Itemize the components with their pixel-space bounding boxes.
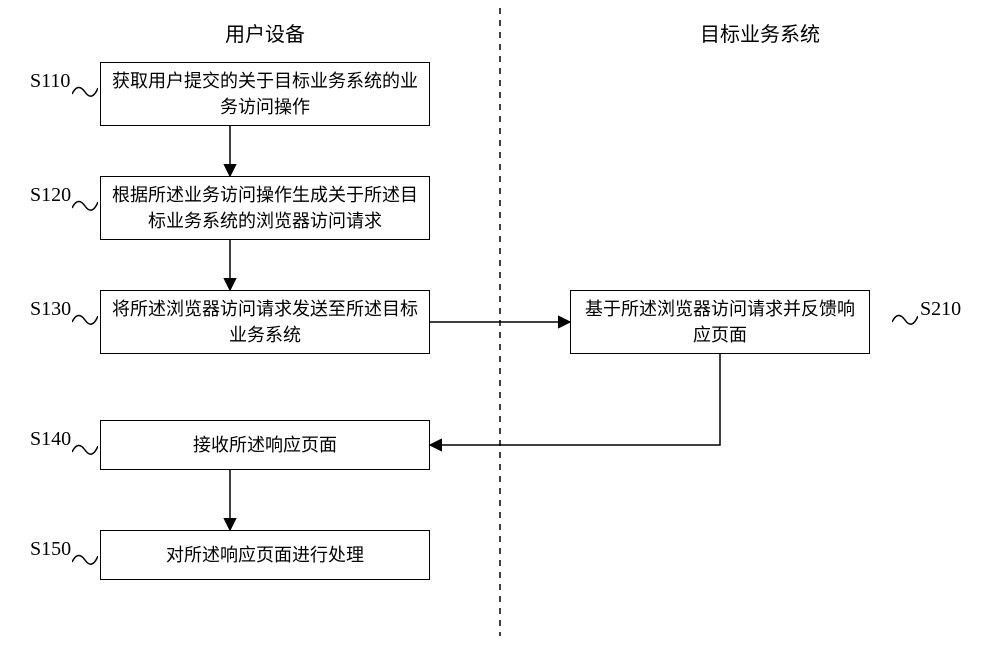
arrow-layer (0, 0, 1000, 645)
diagram-canvas: 用户设备 目标业务系统 获取用户提交的关于目标业务系统的业务访问操作 根据所述业… (0, 0, 1000, 645)
arrow-s210-to-s140 (430, 354, 720, 445)
